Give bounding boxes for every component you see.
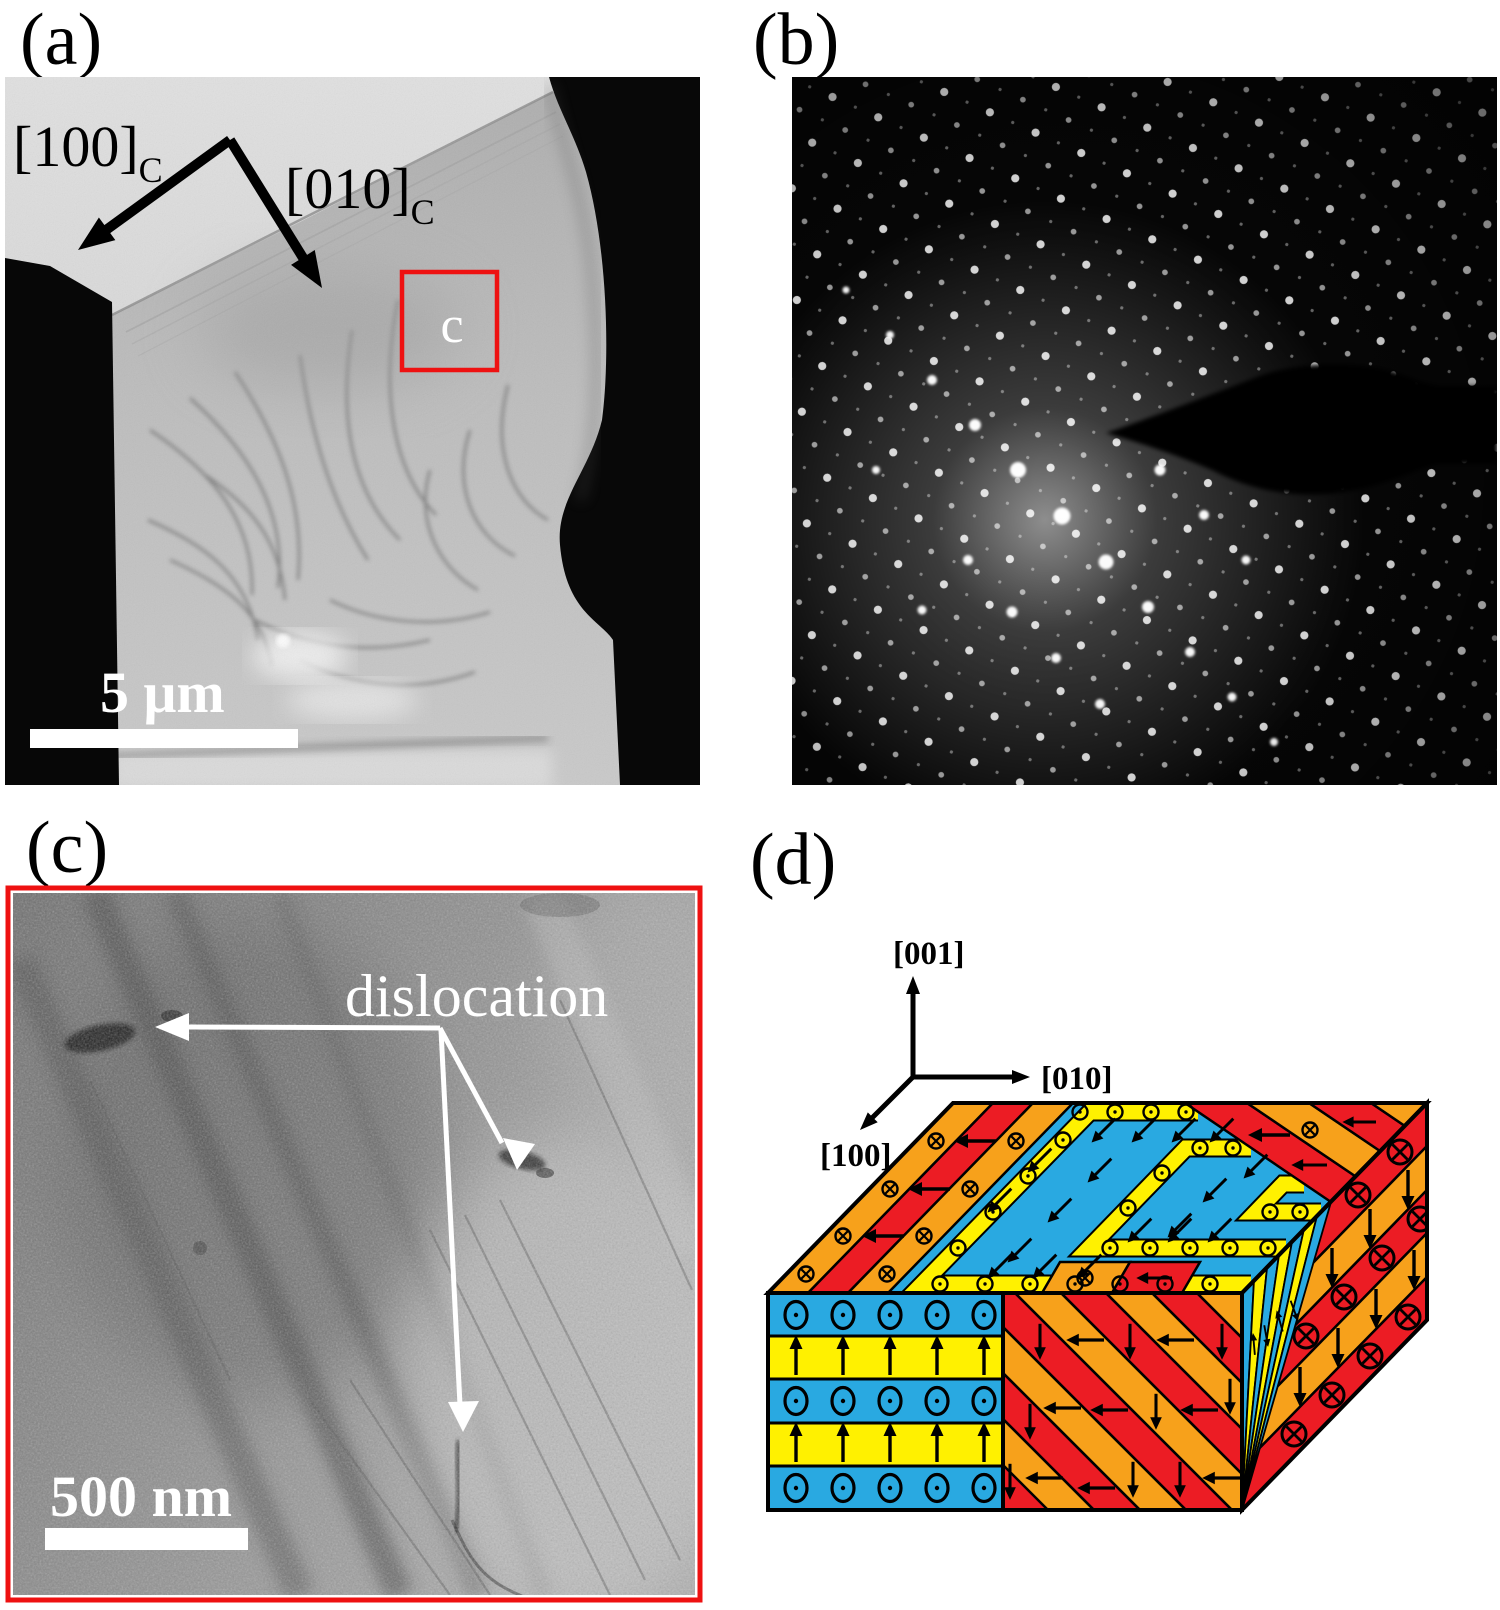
dislocation-callout: dislocation xyxy=(345,963,608,1029)
panel-c-border xyxy=(5,885,703,1603)
panel-c-tem-image: dislocation 500 nm xyxy=(13,893,695,1595)
scale-text-c: 500 nm xyxy=(50,1464,232,1529)
direction-arrow-100 xyxy=(78,135,233,250)
left-edge-bands xyxy=(768,1103,1076,1293)
front-right-face xyxy=(1003,1293,1242,1510)
top-face xyxy=(768,1103,1427,1293)
panel-c-annotations: dislocation 500 nm xyxy=(45,963,608,1550)
panel-c: (c) xyxy=(5,807,703,1603)
scale-bar-c xyxy=(45,1528,248,1550)
panel-b-diffraction-image xyxy=(792,77,1497,785)
dislocation-arrows xyxy=(187,1024,505,1406)
corner-bands xyxy=(1180,1103,1427,1204)
axis-label-100: [100] xyxy=(820,1138,891,1174)
panel-d-label: (d) xyxy=(750,819,836,901)
dark-support-left xyxy=(5,258,119,785)
crystal-axes: [001] [010] [100] xyxy=(820,936,1112,1174)
panel-a-label: (a) xyxy=(20,0,102,81)
panel-c-label: (c) xyxy=(26,807,108,889)
dislocation-arrowheads xyxy=(155,1013,535,1432)
panel-b: (b) xyxy=(753,0,1497,785)
axis-label-001: [001] xyxy=(893,936,964,972)
direction-label-010: [010]C xyxy=(285,156,435,232)
roi-box xyxy=(399,269,500,373)
panel-b-label: (b) xyxy=(753,0,839,81)
domain-structure-box xyxy=(763,1098,1432,1515)
front-left-face xyxy=(766,1291,1005,1512)
roi-label: c xyxy=(440,297,463,354)
direction-arrow-010 xyxy=(225,137,322,288)
panel-a-annotations: [100]C [010]C c 5 μm xyxy=(13,114,500,748)
panel-a-tem-image xyxy=(5,77,700,785)
scale-bar-a xyxy=(30,729,298,748)
dark-support-right xyxy=(549,77,700,785)
panel-d: (d) [001] [010] [100] xyxy=(750,819,1432,1515)
scale-text-a: 5 μm xyxy=(100,660,225,725)
beam-stop xyxy=(1106,364,1497,495)
panel-a: (a) xyxy=(5,0,700,785)
axis-label-010: [010] xyxy=(1041,1061,1112,1097)
fan-domains xyxy=(1241,1201,1332,1511)
direction-label-100: [100]C xyxy=(13,114,163,190)
box-outline xyxy=(763,1098,1432,1515)
